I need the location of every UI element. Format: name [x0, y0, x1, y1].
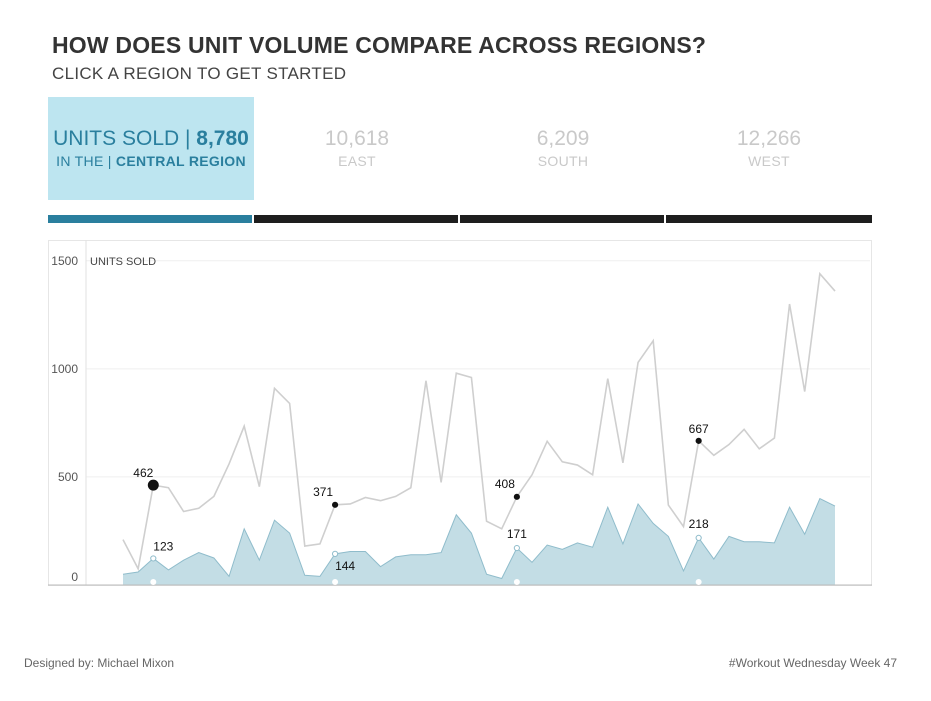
region-label-south: SOUTH — [537, 153, 589, 169]
y-tick-label: 1000 — [51, 362, 78, 376]
region-value-central: 8,780 — [196, 127, 249, 150]
region-value-south: 6,209 — [536, 127, 590, 150]
central-point-marker — [513, 544, 520, 552]
total-data-label: 408 — [495, 477, 515, 491]
central-point-marker — [331, 550, 339, 557]
page-title: HOW DOES UNIT VOLUME COMPARE ACROSS REGI… — [52, 32, 707, 58]
y-tick-label: 0 — [71, 570, 78, 584]
baseline-marker — [150, 579, 157, 585]
central-data-label: 144 — [335, 559, 355, 573]
central-data-label: 218 — [689, 517, 709, 531]
indicator-bar-central[interactable] — [48, 215, 254, 223]
total-point-marker — [331, 501, 339, 508]
total-data-label: 462 — [133, 466, 153, 480]
region-label-east: EAST — [338, 153, 376, 169]
baseline-marker — [332, 579, 339, 585]
indicator-bar-west[interactable] — [666, 215, 872, 223]
central-data-label: 123 — [153, 539, 173, 553]
central-data-label: 171 — [507, 527, 527, 541]
central-point-marker — [150, 555, 157, 562]
y-tick-label: 500 — [58, 470, 78, 484]
region-tab-east[interactable]: 10,618 EAST — [254, 97, 460, 200]
region-label-west: WEST — [748, 153, 790, 169]
region-tabs: UNITS SOLD | 8,780 IN THE | CENTRAL REGI… — [48, 97, 872, 200]
central-area-outline — [122, 497, 836, 580]
y-tick-label: 1500 — [51, 254, 78, 268]
indicator-bar-east[interactable] — [254, 215, 460, 223]
in-the-prefix: IN THE | — [56, 153, 116, 169]
total-data-label: 667 — [689, 422, 709, 436]
baseline-marker — [695, 579, 702, 585]
total-line — [122, 271, 836, 572]
footer-credit: Designed by: Michael Mixon — [24, 656, 175, 670]
region-tab-central[interactable]: UNITS SOLD | 8,780 IN THE | CENTRAL REGI… — [48, 97, 254, 200]
indicator-bar-south[interactable] — [460, 215, 666, 223]
page-subtitle: CLICK A REGION TO GET STARTED — [52, 64, 347, 83]
total-point-marker — [513, 493, 520, 500]
central-point-marker — [695, 534, 702, 541]
total-data-label: 371 — [313, 485, 333, 499]
units-sold-chart: 0 500 1000 1500 UNITS SOLD 462 371 408 667 123 144… — [48, 240, 872, 586]
region-value-west: 12,266 — [736, 127, 802, 150]
region-indicator-bars — [48, 215, 872, 223]
footer-week: #Workout Wednesday Week 47 — [728, 656, 897, 670]
region-tab-west[interactable]: 12,266 WEST — [666, 97, 872, 200]
region-label-central: CENTRAL REGION — [115, 153, 246, 169]
region-tab-south[interactable]: 6,209 SOUTH — [460, 97, 666, 200]
total-point-marker — [695, 437, 702, 444]
central-area — [123, 498, 835, 585]
total-point-marker — [147, 479, 159, 491]
units-sold-prefix: UNITS SOLD | — [53, 127, 197, 150]
baseline-marker — [513, 579, 520, 585]
y-axis-title: UNITS SOLD — [90, 256, 156, 268]
region-value-east: 10,618 — [324, 127, 390, 150]
